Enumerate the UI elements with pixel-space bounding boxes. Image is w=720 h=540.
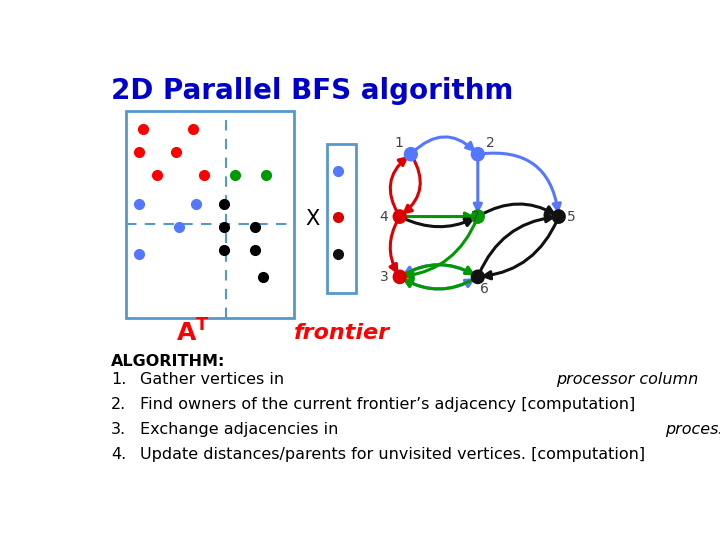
Text: X: X xyxy=(305,208,319,228)
Text: 4.: 4. xyxy=(111,447,127,462)
Bar xyxy=(126,111,294,319)
Text: $\mathbf{A}^{\mathbf{T}}$: $\mathbf{A}^{\mathbf{T}}$ xyxy=(176,319,210,347)
Text: 3: 3 xyxy=(379,270,389,284)
Text: processor row: processor row xyxy=(665,422,720,437)
Ellipse shape xyxy=(405,147,418,161)
Text: 2.: 2. xyxy=(111,397,127,413)
Text: ALGORITHM:: ALGORITHM: xyxy=(111,354,225,369)
Text: 2D Parallel BFS algorithm: 2D Parallel BFS algorithm xyxy=(111,77,513,105)
Ellipse shape xyxy=(552,210,565,223)
Text: 2: 2 xyxy=(486,136,495,150)
Bar xyxy=(327,144,356,294)
Text: 3.: 3. xyxy=(111,422,126,437)
Text: 5: 5 xyxy=(567,210,575,224)
Ellipse shape xyxy=(472,147,485,161)
Ellipse shape xyxy=(472,270,485,284)
Text: 4: 4 xyxy=(379,210,389,224)
Ellipse shape xyxy=(393,210,406,223)
Text: processor column: processor column xyxy=(556,373,698,388)
Text: 7: 7 xyxy=(471,210,480,224)
Text: Update distances/parents for unvisited vertices. [computation]: Update distances/parents for unvisited v… xyxy=(140,447,645,462)
Text: Find owners of the current frontier’s adjacency [computation]: Find owners of the current frontier’s ad… xyxy=(140,397,636,413)
Text: Gather vertices in: Gather vertices in xyxy=(140,373,289,388)
Text: 6: 6 xyxy=(480,281,489,295)
Ellipse shape xyxy=(393,270,406,284)
Ellipse shape xyxy=(472,210,485,223)
Text: 1.: 1. xyxy=(111,373,127,388)
Text: 1: 1 xyxy=(394,136,403,150)
Text: Exchange adjacencies in: Exchange adjacencies in xyxy=(140,422,343,437)
Text: frontier: frontier xyxy=(294,323,390,343)
